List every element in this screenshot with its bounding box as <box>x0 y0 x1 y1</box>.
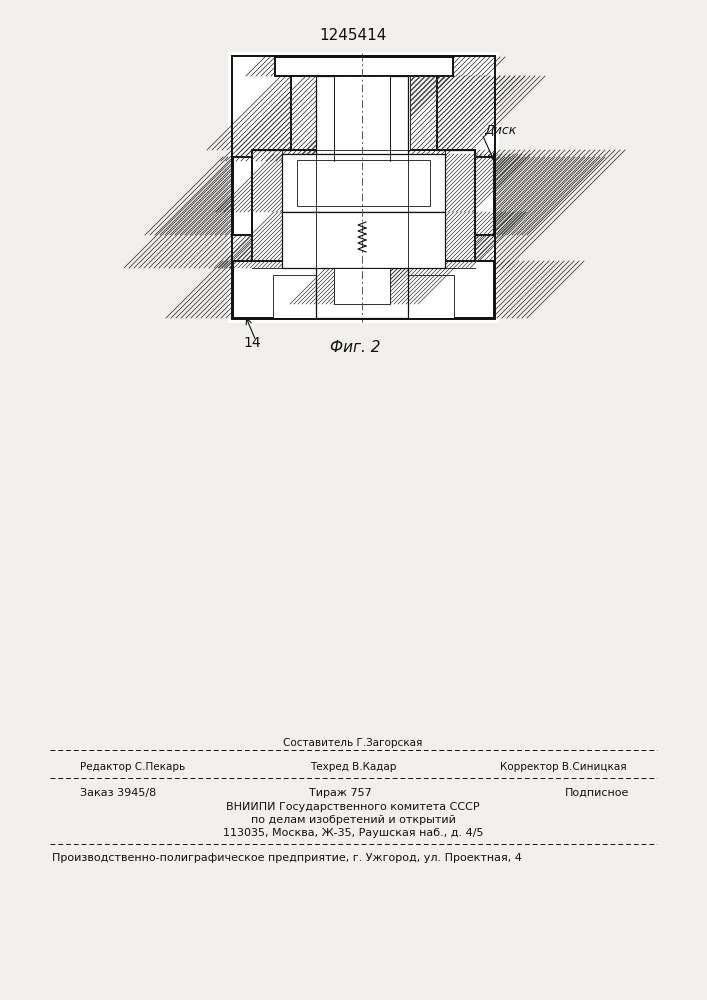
Text: по делам изобретений и открытий: по делам изобретений и открытий <box>250 815 455 825</box>
Text: 14: 14 <box>243 336 261 350</box>
Text: Подписное: Подписное <box>565 788 629 798</box>
Text: Редактор С.Пекарь: Редактор С.Пекарь <box>80 762 185 772</box>
Bar <box>291 76 437 150</box>
Text: Заказ 3945/8: Заказ 3945/8 <box>80 788 156 798</box>
Bar <box>275 57 453 76</box>
Bar <box>228 52 499 323</box>
Bar <box>475 157 494 235</box>
Bar <box>475 157 494 235</box>
Text: 113035, Москва, Ж-35, Раушская наб., д. 4/5: 113035, Москва, Ж-35, Раушская наб., д. … <box>223 828 484 838</box>
Bar <box>275 57 453 76</box>
Bar <box>233 157 252 235</box>
Bar <box>316 76 334 161</box>
Bar <box>233 261 273 318</box>
Bar <box>334 268 346 304</box>
Text: ВНИИПИ Государственного комитета СССР: ВНИИПИ Государственного комитета СССР <box>226 802 480 812</box>
Bar <box>282 154 297 212</box>
Bar <box>316 76 408 318</box>
Bar <box>378 268 390 304</box>
Text: 1245414: 1245414 <box>320 28 387 43</box>
Text: Составитель Г.Загорская: Составитель Г.Загорская <box>284 738 423 748</box>
Text: Техред В.Кадар: Техред В.Кадар <box>310 762 396 772</box>
Bar <box>291 76 318 150</box>
Text: Корректор В.Синицкая: Корректор В.Синицкая <box>501 762 627 772</box>
Bar <box>318 76 410 150</box>
Bar <box>282 212 445 268</box>
Bar <box>297 160 430 206</box>
Bar <box>390 76 408 161</box>
Bar <box>282 212 297 268</box>
Bar <box>233 157 252 235</box>
Bar <box>334 76 390 161</box>
Bar <box>430 212 445 268</box>
Bar <box>252 150 475 268</box>
Text: Тираж 757: Тираж 757 <box>309 788 371 798</box>
Bar <box>282 154 445 212</box>
Text: Фиг. 2: Фиг. 2 <box>329 340 380 355</box>
Text: Производственно-полиграфическое предприятие, г. Ужгород, ул. Проектная, 4: Производственно-полиграфическое предприя… <box>52 853 522 863</box>
Bar <box>454 261 494 318</box>
Bar <box>334 268 390 304</box>
Bar <box>233 261 494 318</box>
Bar <box>252 150 282 268</box>
Bar <box>430 154 445 212</box>
Text: Диск: Диск <box>484 123 516 136</box>
Bar <box>273 275 454 318</box>
Bar <box>232 56 495 319</box>
Bar <box>410 76 437 150</box>
Bar <box>445 150 475 268</box>
